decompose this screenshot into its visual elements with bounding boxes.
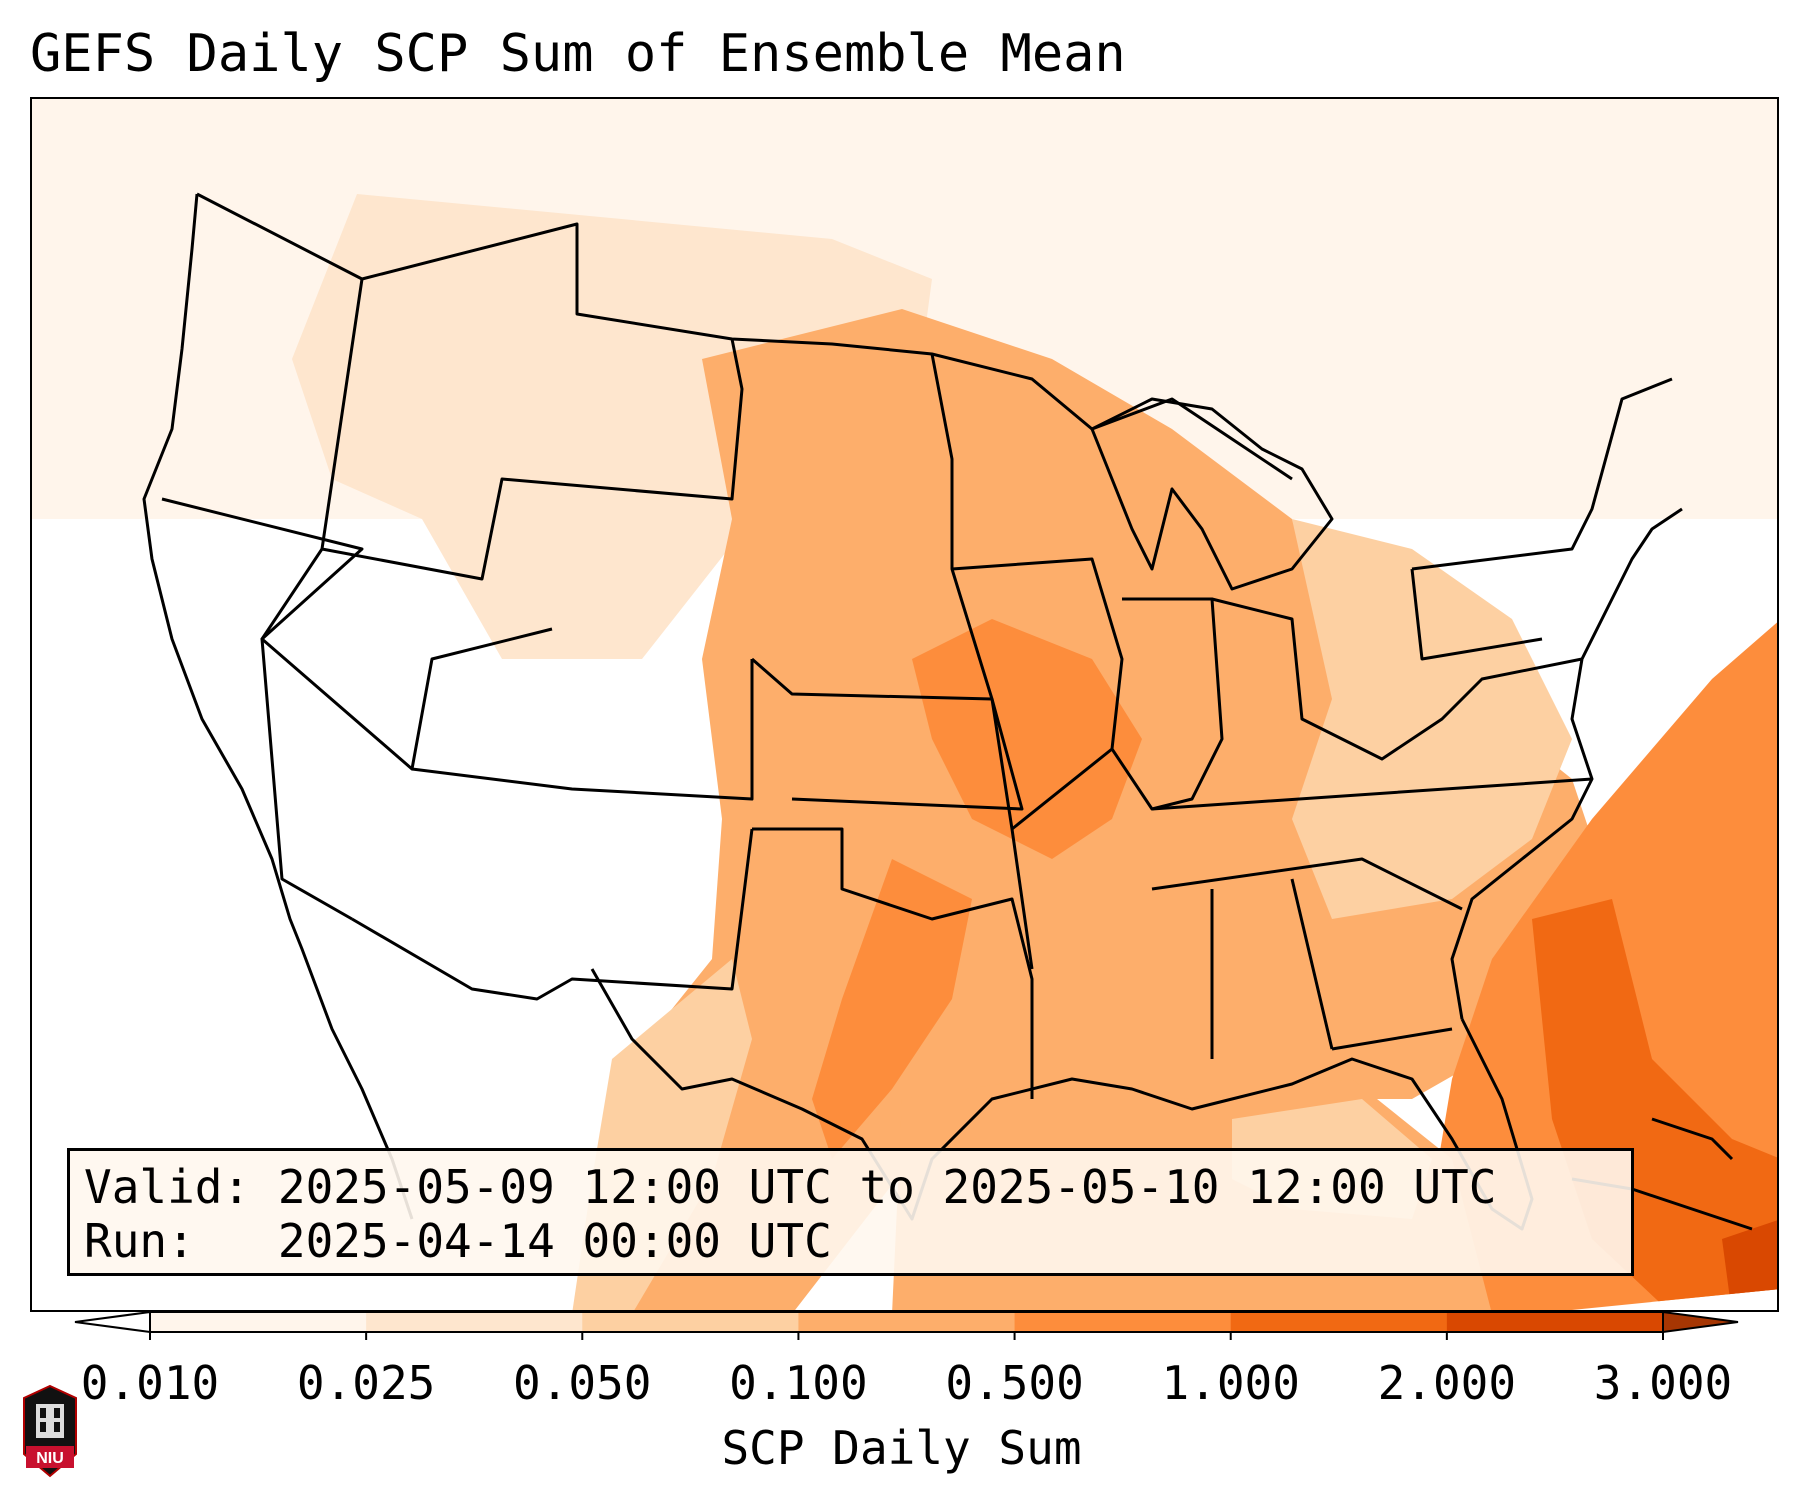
state-border-west-4 xyxy=(411,659,754,801)
scp-field-atlantic-peak xyxy=(1722,1219,1777,1310)
scp-field-missouri-max xyxy=(912,619,1142,859)
run-line: Run: 2025-04-14 00:00 UTC xyxy=(84,1213,832,1269)
us-canada-border xyxy=(196,192,1293,481)
colorbar-over-arrow xyxy=(1662,1310,1739,1334)
valid-value: 2025-05-09 12:00 UTC to 2025-05-10 12:00… xyxy=(277,1160,1497,1214)
state-border-midwest xyxy=(930,353,1034,970)
state-border-southeast xyxy=(1151,777,1593,1059)
chart-title: GEFS Daily SCP Sum of Ensemble Mean xyxy=(30,24,1126,84)
colorbar-segment xyxy=(798,1312,1016,1332)
niu-logo-text: NIU xyxy=(36,1450,64,1467)
colorbar-segment xyxy=(1446,1312,1664,1332)
state-border-east xyxy=(1211,597,1583,761)
colorbar-segment xyxy=(150,1312,367,1332)
map-frame xyxy=(30,97,1779,1312)
scp-field-texas-max xyxy=(812,859,972,1159)
colorbar xyxy=(74,1310,1739,1340)
state-border-iowa xyxy=(951,557,1124,831)
state-border-northeast xyxy=(1410,377,1673,661)
colorbar-tick-label: 0.100 xyxy=(729,1356,868,1410)
colorbar-label: SCP Daily Sum xyxy=(721,1421,1082,1475)
colorbar-tick-label: 2.000 xyxy=(1377,1356,1517,1410)
state-border-illinois xyxy=(1110,597,1224,811)
scp-field-northern-rockies xyxy=(292,194,932,659)
state-border-southwest xyxy=(351,828,754,1001)
colorbar-under-arrow xyxy=(74,1310,151,1334)
pacific-coastline xyxy=(142,193,414,1220)
niu-logo: NIU xyxy=(23,1384,77,1478)
atlantic-coastline xyxy=(1450,507,1683,1020)
colorbar-tick-label: 0.050 xyxy=(513,1356,652,1410)
colorbar-outline xyxy=(149,1311,1664,1333)
great-lakes xyxy=(1090,397,1334,591)
run-value: 2025-04-14 00:00 UTC xyxy=(277,1214,832,1268)
valid-line: Valid: 2025-05-09 12:00 UTC to 2025-05-1… xyxy=(84,1159,1496,1215)
colorbar-tick-label: 3.000 xyxy=(1593,1356,1733,1410)
colorbar-tick-label: 0.010 xyxy=(80,1356,220,1410)
colorbar-tick-label: 0.500 xyxy=(945,1356,1084,1410)
state-border-texas xyxy=(752,827,1034,1099)
colorbar-segment xyxy=(1014,1312,1232,1332)
scp-field-east-light xyxy=(1292,519,1572,919)
scp-map xyxy=(32,99,1777,1310)
colorbar-tick-label: 0.025 xyxy=(296,1356,436,1410)
colorbar-segment xyxy=(582,1312,799,1332)
colorbar-tick-label: 1.000 xyxy=(1161,1356,1300,1410)
colorbar-segment xyxy=(1230,1312,1448,1332)
valid-run-info-box: Valid: 2025-05-09 12:00 UTC to 2025-05-1… xyxy=(67,1148,1634,1276)
valid-label: Valid: xyxy=(84,1160,251,1214)
colorbar-segment xyxy=(366,1312,583,1332)
run-label: Run: xyxy=(84,1214,195,1268)
